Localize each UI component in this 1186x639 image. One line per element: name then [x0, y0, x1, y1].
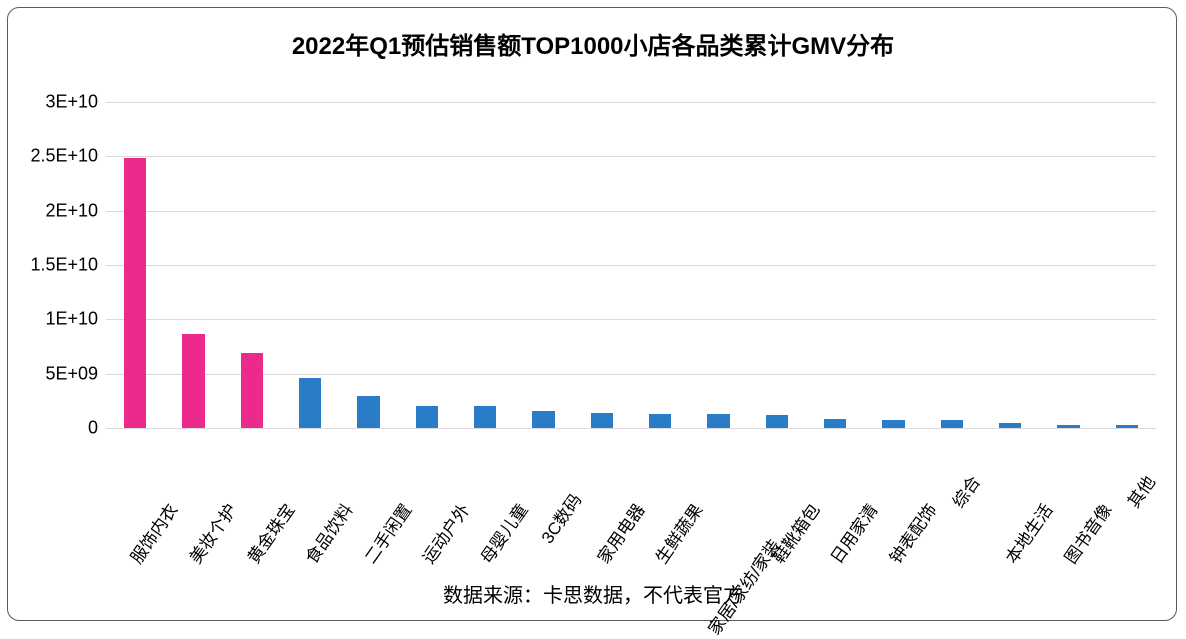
bar [941, 420, 963, 428]
y-tick-label: 5E+09 [45, 363, 98, 384]
bar [707, 414, 729, 428]
bar [124, 158, 146, 428]
bar [766, 415, 788, 428]
gridline [106, 102, 1156, 103]
y-tick-label: 2E+10 [45, 200, 98, 221]
y-tick-label: 0 [88, 418, 98, 439]
bar [824, 419, 846, 428]
bar [182, 334, 204, 428]
y-tick-label: 2.5E+10 [30, 146, 98, 167]
bar [241, 353, 263, 428]
bar [999, 423, 1021, 428]
y-tick-label: 1E+10 [45, 309, 98, 330]
gridline [106, 211, 1156, 212]
bar [591, 413, 613, 428]
gridline [106, 156, 1156, 157]
bar [882, 420, 904, 428]
bar [532, 411, 554, 428]
bar [1116, 425, 1138, 428]
source-footer: 数据来源：卡思数据，不代表官方 [0, 579, 1186, 608]
bar [1057, 425, 1079, 428]
gridline [106, 319, 1156, 320]
gridline [106, 265, 1156, 266]
bar [416, 406, 438, 428]
gridline [106, 374, 1156, 375]
y-tick-label: 1.5E+10 [30, 254, 98, 275]
bar [649, 414, 671, 428]
gridline [106, 428, 1156, 429]
bar [299, 378, 321, 428]
chart-title: 2022年Q1预估销售额TOP1000小店各品类累计GMV分布 [0, 26, 1186, 61]
plot-area: 05E+091E+101.5E+102E+102.5E+103E+10服饰内衣美… [106, 80, 1156, 428]
y-tick-label: 3E+10 [45, 91, 98, 112]
bar [474, 406, 496, 428]
bar [357, 396, 379, 428]
